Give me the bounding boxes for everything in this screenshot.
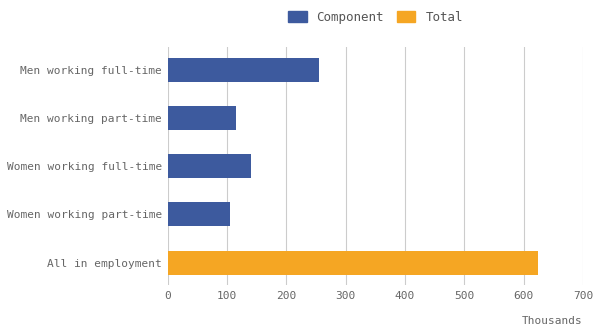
- Legend: Component, Total: Component, Total: [288, 11, 463, 24]
- Bar: [168, 58, 319, 82]
- Bar: [168, 154, 251, 178]
- Bar: [168, 106, 236, 130]
- Bar: [168, 251, 538, 275]
- X-axis label: Thousands: Thousands: [522, 317, 583, 326]
- Bar: [168, 202, 230, 226]
